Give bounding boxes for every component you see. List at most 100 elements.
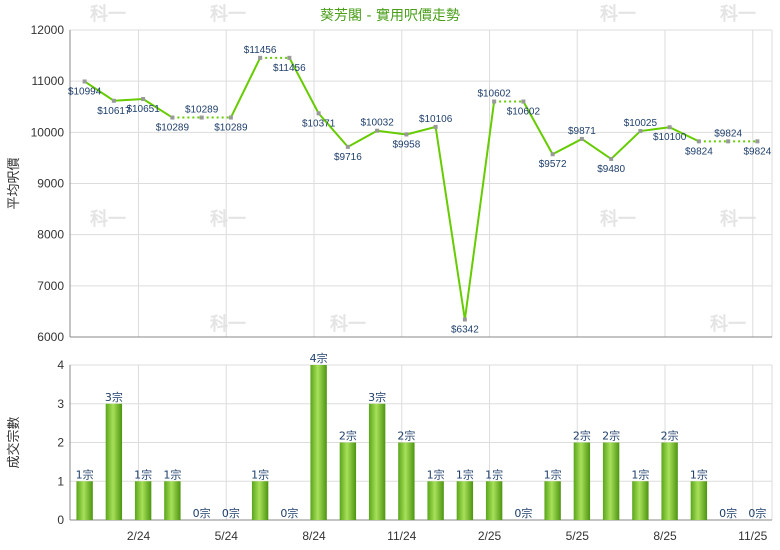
volume-data-label: 4宗 — [310, 351, 328, 365]
price-line-segment — [288, 57, 320, 114]
price-ytick-label: 12000 — [31, 23, 65, 37]
price-point — [433, 124, 438, 129]
price-line-segment — [581, 138, 612, 160]
price-data-label: $10289 — [214, 123, 248, 134]
volume-bar — [251, 481, 269, 520]
price-data-label: $10994 — [68, 86, 102, 97]
volume-data-label: 3宗 — [368, 390, 386, 404]
price-data-label: $10106 — [419, 114, 453, 125]
watermark-text: 科一 — [90, 3, 126, 25]
volume-data-label: 1宗 — [485, 467, 503, 481]
volume-data-label: 1宗 — [134, 467, 152, 481]
x-tick-label: 2/25 — [478, 529, 502, 543]
x-tick-label: 8/25 — [653, 529, 677, 543]
price-data-label: $10617 — [97, 106, 131, 117]
volume-data-label: 0宗 — [280, 506, 298, 520]
volume-data-label: 2宗 — [339, 429, 357, 443]
volume-ytick-label: 0 — [57, 513, 64, 527]
volume-bar — [690, 481, 708, 520]
x-tick-label: 2/24 — [127, 529, 151, 543]
price-point — [82, 79, 87, 84]
axes-layer: 6000 7000 8000 9000 10000 11000 12000 平均呎價 0 1 2 3 4… — [6, 23, 772, 543]
price-line-segment — [610, 130, 642, 160]
volume-data-label: 1宗 — [456, 467, 474, 481]
volume-bar — [485, 481, 503, 520]
price-data-label: $9824 — [743, 146, 771, 157]
watermark-text: 科一 — [210, 208, 246, 230]
volume-data-label: 0宗 — [222, 506, 240, 520]
volume-ytick-label: 1 — [57, 474, 64, 488]
price-point — [550, 152, 555, 157]
price-data-label: $9824 — [685, 146, 713, 157]
volume-data-label: 1宗 — [163, 467, 181, 481]
watermark-text: 科一 — [720, 3, 756, 25]
volume-data-label: 1宗 — [544, 467, 562, 481]
price-data-label: $9824 — [714, 128, 742, 139]
watermark-text: 科一 — [210, 313, 246, 335]
price-point — [316, 111, 321, 116]
price-line-segment — [376, 129, 407, 136]
price-point — [638, 129, 643, 134]
x-tick-label: 11/25 — [738, 529, 767, 543]
price-data-label: $10100 — [653, 132, 687, 143]
price-data-label: $9871 — [568, 126, 596, 137]
price-line-segment — [463, 101, 496, 320]
volume-data-label: 1宗 — [690, 467, 708, 481]
price-point — [492, 99, 497, 104]
volume-bar — [398, 442, 415, 520]
price-point — [696, 139, 701, 144]
price-data-label: $10602 — [507, 107, 541, 118]
price-point — [111, 98, 116, 103]
price-point — [755, 139, 760, 144]
price-line-segment — [669, 126, 700, 143]
price-line-segment — [522, 101, 554, 155]
price-point — [726, 139, 731, 144]
price-data-label: $9958 — [392, 139, 420, 150]
watermark-text: 科一 — [210, 3, 246, 25]
price-point — [287, 55, 292, 60]
volume-data-label: 0宗 — [719, 506, 737, 520]
price-point — [462, 317, 467, 322]
volume-bar — [134, 481, 152, 520]
volume-data-label: 2宗 — [602, 429, 620, 443]
price-ytick-label: 10000 — [31, 125, 65, 139]
watermark-text: 科一 — [720, 208, 756, 230]
watermark-text: 科一 — [90, 208, 126, 230]
labels-layer: $10994 $10617$10651 $10289 $10289 $10289 $114… — [68, 45, 772, 520]
price-line-segment — [406, 125, 436, 136]
price-data-label: $10025 — [624, 118, 658, 129]
price-data-label: $11456 — [273, 63, 306, 74]
x-tick-label: 5/24 — [215, 529, 239, 543]
marks-layer — [76, 55, 760, 520]
price-ytick-label: 11000 — [32, 74, 65, 88]
watermark-text: 科一 — [600, 3, 636, 25]
volume-data-label: 1宗 — [251, 467, 269, 481]
price-ytick-label: 7000 — [37, 279, 64, 293]
volume-bar — [544, 481, 561, 520]
price-point — [141, 97, 146, 102]
watermark-text: 科一 — [330, 313, 366, 335]
price-data-label: $10289 — [156, 123, 190, 134]
volume-data-label: 0宗 — [193, 506, 211, 520]
price-point — [521, 99, 526, 104]
price-data-label: $10289 — [185, 105, 219, 116]
volume-data-label: 0宗 — [514, 506, 532, 520]
volume-bar — [76, 481, 93, 520]
price-point — [170, 115, 175, 120]
volume-bar — [661, 442, 678, 520]
price-data-label: $10651 — [126, 104, 160, 115]
price-line-segment — [434, 126, 466, 320]
volume-bar — [456, 481, 474, 520]
volume-data-label: 2宗 — [573, 429, 591, 443]
price-data-label: $10371 — [302, 118, 336, 129]
price-line-segment — [552, 138, 583, 156]
volume-data-label: 0宗 — [748, 506, 766, 520]
volume-data-label: 3宗 — [105, 390, 123, 404]
price-line-segment — [113, 98, 144, 102]
x-tick-label: 8/24 — [302, 529, 326, 543]
price-point — [228, 115, 233, 120]
volume-ytick-label: 3 — [57, 397, 64, 411]
volume-bar — [339, 442, 357, 520]
